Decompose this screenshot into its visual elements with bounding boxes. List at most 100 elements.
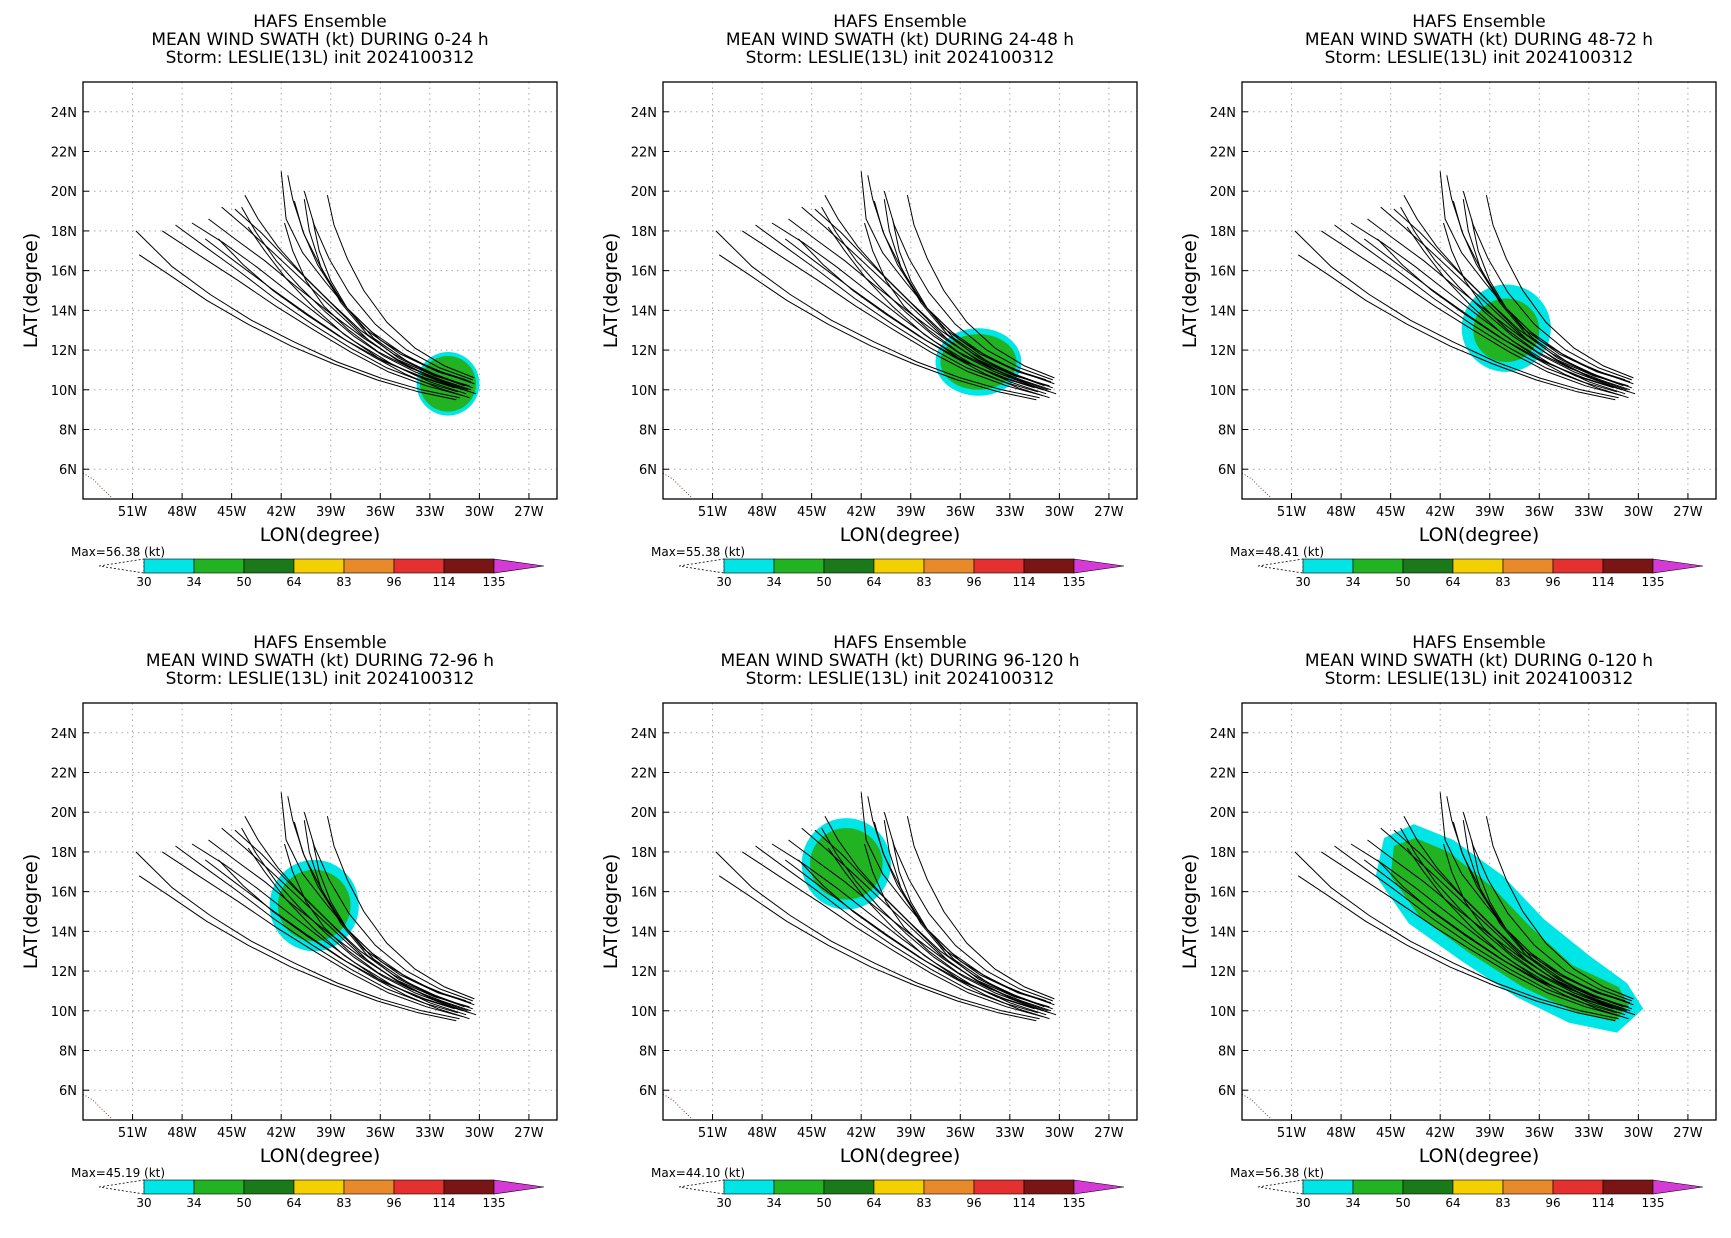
colorbar-tick-label: 30 [136, 575, 151, 589]
y-tick-label: 12N [1210, 344, 1236, 359]
ensemble-track [1406, 847, 1614, 1010]
panel-storm-info: Storm: LESLIE(13L) init 2024100312 [746, 48, 1055, 68]
x-tick-label: 45W [217, 1126, 247, 1141]
y-tick-label: 22N [1210, 767, 1236, 782]
coastline [83, 472, 112, 498]
ensemble-track [303, 191, 473, 381]
colorbar-bin [773, 558, 825, 574]
colorbar-tick-label: 30 [136, 1196, 151, 1210]
ensemble-track [892, 218, 1047, 381]
ensemble-track [1443, 843, 1631, 1012]
ensemble-track [244, 815, 462, 1006]
ensemble-track [218, 238, 470, 399]
colorbar-tick-label: 30 [1295, 575, 1310, 589]
x-tick-label: 51W [1277, 505, 1307, 520]
ensemble-track [1321, 230, 1623, 397]
x-axis-label: LON(degree) [840, 1145, 961, 1167]
ensemble-track [1485, 195, 1634, 379]
colorbar-tick-label: 83 [1495, 575, 1510, 589]
ensemble-track [135, 851, 460, 1020]
colorbar-bin [143, 558, 195, 574]
colorbar-under-arrow [98, 558, 145, 574]
x-tick-label: 51W [118, 1126, 148, 1141]
colorbar-bin [193, 1179, 245, 1195]
ensemble-track [864, 843, 1052, 1012]
y-tick-label: 10N [631, 1005, 657, 1020]
colorbar-bin [823, 1179, 875, 1195]
y-tick-label: 22N [631, 767, 657, 782]
panel-subtitle: MEAN WIND SWATH (kt) DURING 96-120 h [721, 651, 1080, 671]
y-tick-label: 18N [1210, 846, 1236, 861]
y-tick-label: 12N [51, 344, 77, 359]
ensemble-track [798, 238, 1050, 399]
y-tick-label: 24N [51, 727, 77, 742]
ensemble-track [1363, 238, 1623, 391]
ensemble-track [204, 859, 464, 1012]
colorbar-over-arrow [493, 1179, 545, 1195]
y-tick-label: 20N [1210, 185, 1236, 200]
plot-frame [662, 81, 1138, 500]
colorbar-bin [293, 558, 345, 574]
y-axis-label: LAT(degree) [1179, 233, 1201, 349]
y-tick-label: 16N [1210, 886, 1236, 901]
y-tick-label: 10N [1210, 384, 1236, 399]
x-tick-label: 51W [698, 1126, 728, 1141]
x-tick-label: 36W [946, 1126, 976, 1141]
ensemble-track [241, 827, 477, 1016]
y-tick-label: 8N [59, 424, 77, 439]
y-tick-label: 8N [639, 424, 657, 439]
colorbar-tick-label: 135 [483, 575, 506, 589]
y-tick-label: 6N [1218, 1084, 1236, 1099]
x-tick-label: 30W [1624, 505, 1654, 520]
colorbar-tick-label: 114 [1592, 575, 1615, 589]
x-tick-label: 33W [415, 505, 445, 520]
colorbar-tick-label: 50 [816, 575, 831, 589]
ensemble-track [1462, 191, 1632, 381]
colorbar-tick-label: 114 [433, 1196, 456, 1210]
colorbar-tick-label: 83 [916, 575, 931, 589]
colorbar-bin [1502, 1179, 1554, 1195]
colorbar-bin [1023, 1179, 1075, 1195]
y-axis-label: LAT(degree) [600, 854, 622, 970]
x-axis-label: LON(degree) [1419, 1145, 1540, 1167]
colorbar-bin [1552, 1179, 1604, 1195]
ensemble-track [718, 254, 1037, 401]
ensemble-track [326, 195, 475, 379]
x-tick-label: 36W [946, 505, 976, 520]
colorbar-bin [243, 558, 295, 574]
ensemble-track [827, 226, 1035, 389]
ensemble-track [312, 839, 467, 1002]
colorbar-tick-label: 34 [186, 1196, 201, 1210]
y-tick-label: 24N [51, 106, 77, 121]
ensemble-track [906, 816, 1055, 1000]
colorbar-bin [773, 1179, 825, 1195]
swath-34kt [1390, 838, 1629, 1021]
panel-title: HAFS Ensemble [1412, 12, 1545, 32]
colorbar-tick-label: 64 [866, 575, 881, 589]
plot-frame [1241, 81, 1717, 500]
x-tick-label: 36W [366, 1126, 396, 1141]
colorbar-bin [1602, 558, 1654, 574]
ensemble-track [284, 222, 472, 391]
y-tick-label: 16N [51, 886, 77, 901]
panel-subtitle: MEAN WIND SWATH (kt) DURING 0-24 h [151, 30, 488, 50]
x-tick-label: 39W [896, 1126, 926, 1141]
ensemble-track [1403, 815, 1621, 1006]
y-tick-label: 12N [51, 965, 77, 980]
y-tick-label: 22N [631, 146, 657, 161]
colorbar-bin [343, 1179, 395, 1195]
x-tick-label: 30W [1045, 1126, 1075, 1141]
x-tick-label: 27W [1673, 1126, 1703, 1141]
coastline [663, 1093, 692, 1119]
y-tick-label: 14N [631, 304, 657, 319]
x-tick-label: 39W [896, 505, 926, 520]
x-tick-label: 45W [797, 505, 827, 520]
ensemble-track [1406, 226, 1614, 389]
x-tick-label: 27W [514, 1126, 544, 1141]
x-tick-label: 42W [1425, 1126, 1455, 1141]
y-tick-label: 10N [51, 384, 77, 399]
colorbar-tick-label: 114 [433, 575, 456, 589]
colorbar-tick-label: 50 [236, 1196, 251, 1210]
